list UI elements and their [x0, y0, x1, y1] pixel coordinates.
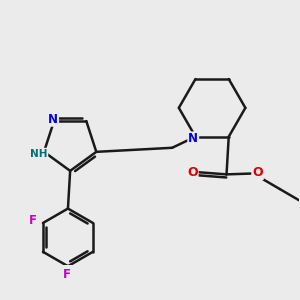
Text: F: F [29, 214, 37, 227]
Text: O: O [252, 166, 263, 179]
Text: N: N [188, 132, 198, 146]
Text: NH: NH [30, 148, 47, 159]
Text: N: N [48, 113, 58, 126]
Text: F: F [63, 268, 71, 281]
Text: O: O [187, 166, 198, 179]
